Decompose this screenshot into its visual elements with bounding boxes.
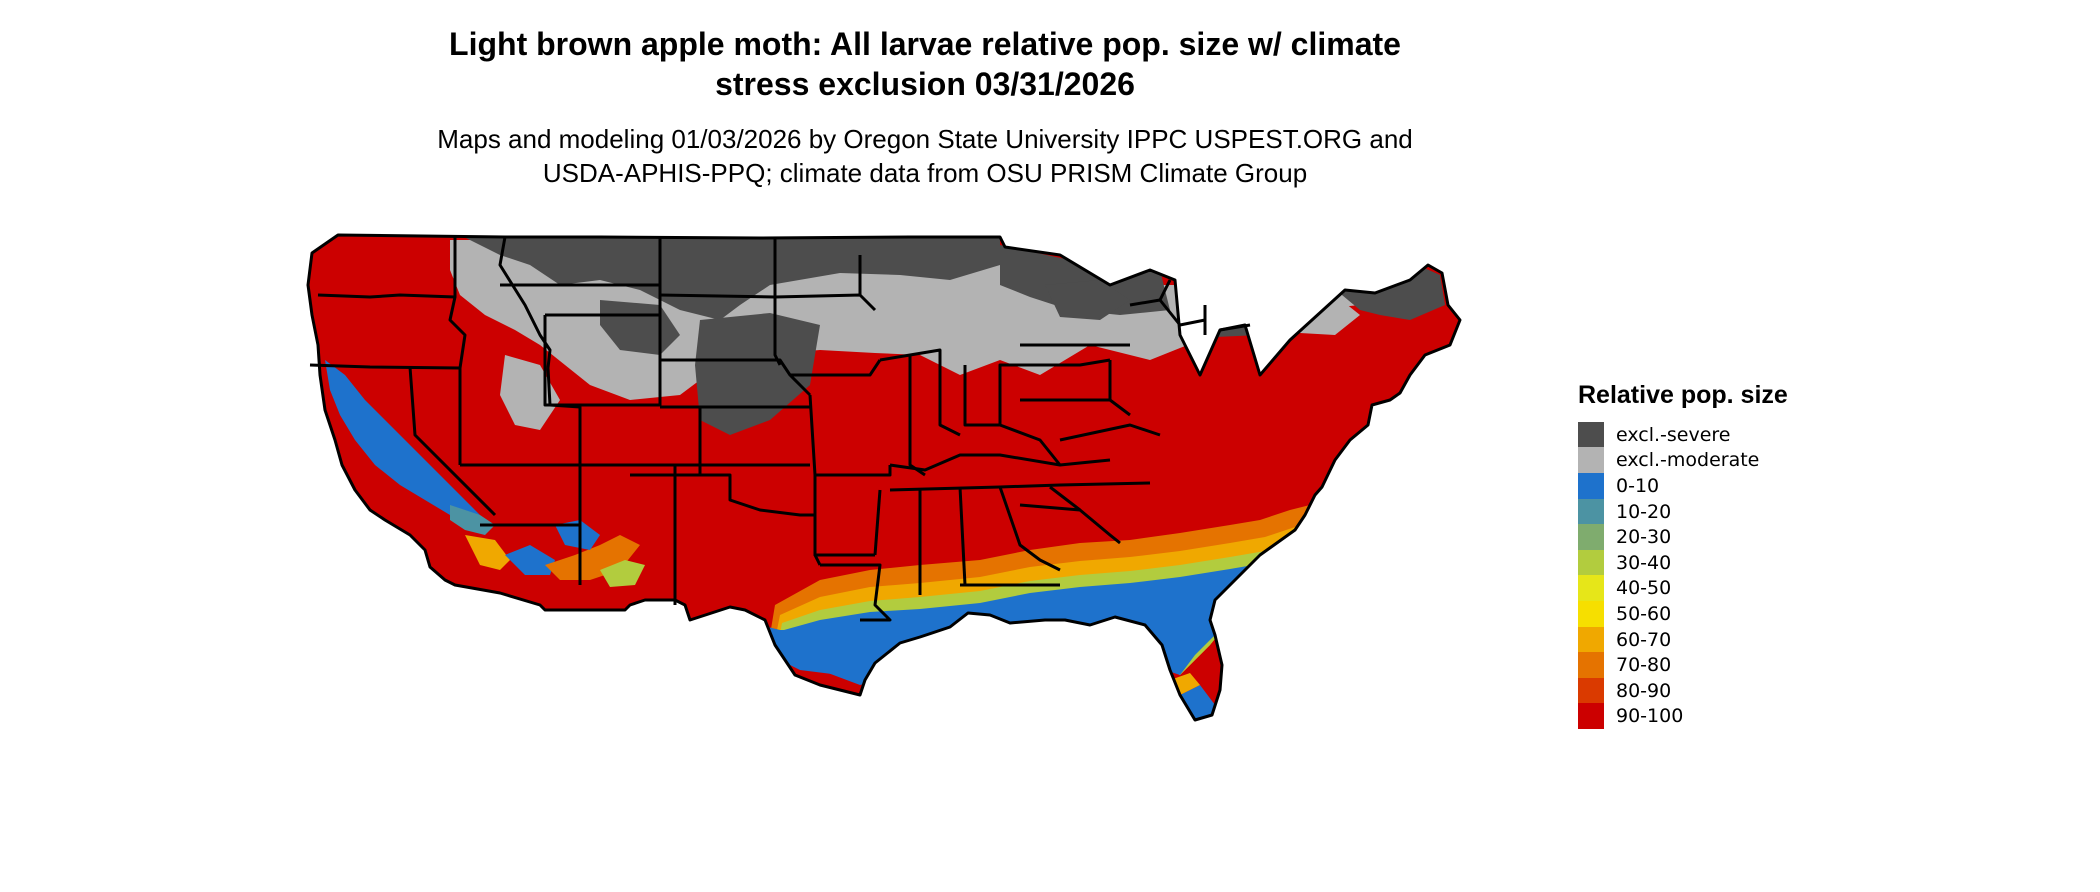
legend-label: 20-30 xyxy=(1616,526,1672,549)
legend-title: Relative pop. size xyxy=(1578,381,1788,409)
map-title-line-2: stress exclusion 03/31/2026 xyxy=(715,66,1135,102)
legend-item: 30-40 xyxy=(1578,549,1788,576)
legend-label: 90-100 xyxy=(1616,705,1684,728)
legend-label: 50-60 xyxy=(1616,602,1672,625)
legend-label: 10-20 xyxy=(1616,500,1672,523)
legend-item: 70-80 xyxy=(1578,652,1788,679)
legend-item: excl.-moderate xyxy=(1578,447,1788,474)
legend-swatch xyxy=(1578,498,1604,525)
legend-item: 40-50 xyxy=(1578,575,1788,602)
legend-swatch xyxy=(1578,652,1604,679)
legend-swatch xyxy=(1578,549,1604,576)
legend-swatch xyxy=(1578,524,1604,551)
legend-item: 0-10 xyxy=(1578,472,1788,499)
map-subtitle: Maps and modeling 01/03/2026 by Oregon S… xyxy=(0,122,1850,190)
map-legend: Relative pop. size excl.-severe excl.-mod… xyxy=(1578,380,1788,730)
legend-swatch xyxy=(1578,575,1604,602)
legend-label: 30-40 xyxy=(1616,551,1672,574)
legend-item: 50-60 xyxy=(1578,600,1788,627)
legend-item: 10-20 xyxy=(1578,498,1788,525)
legend-item: 80-90 xyxy=(1578,677,1788,704)
map-subtitle-line-1: Maps and modeling 01/03/2026 by Oregon S… xyxy=(437,124,1413,154)
legend-label: 70-80 xyxy=(1616,654,1672,677)
legend-item: 90-100 xyxy=(1578,703,1788,730)
legend-swatch xyxy=(1578,677,1604,704)
legend-items: excl.-severe excl.-moderate 0-10 10-20 20-30… xyxy=(1578,421,1788,730)
legend-label: 40-50 xyxy=(1616,577,1672,600)
legend-swatch xyxy=(1578,472,1604,499)
legend-swatch xyxy=(1578,600,1604,627)
legend-label: 80-90 xyxy=(1616,679,1672,702)
map-title-line-1: Light brown apple moth: All larvae relat… xyxy=(449,26,1401,62)
us-population-map xyxy=(306,233,1462,722)
legend-item: 60-70 xyxy=(1578,626,1788,653)
legend-item: 20-30 xyxy=(1578,524,1788,551)
population-fill-layer xyxy=(308,235,1460,720)
map-title: Light brown apple moth: All larvae relat… xyxy=(0,24,1850,104)
legend-swatch xyxy=(1578,447,1604,474)
legend-label: 0-10 xyxy=(1616,474,1660,497)
map-subtitle-line-2: USDA-APHIS-PPQ; climate data from OSU PR… xyxy=(542,158,1308,188)
legend-item: excl.-severe xyxy=(1578,421,1788,448)
legend-label: 60-70 xyxy=(1616,628,1672,651)
legend-swatch xyxy=(1578,703,1604,730)
legend-swatch xyxy=(1578,626,1604,653)
legend-swatch xyxy=(1578,421,1604,448)
legend-label: excl.-severe xyxy=(1616,423,1731,446)
state-borders xyxy=(306,233,1462,722)
legend-label: excl.-moderate xyxy=(1616,449,1760,472)
